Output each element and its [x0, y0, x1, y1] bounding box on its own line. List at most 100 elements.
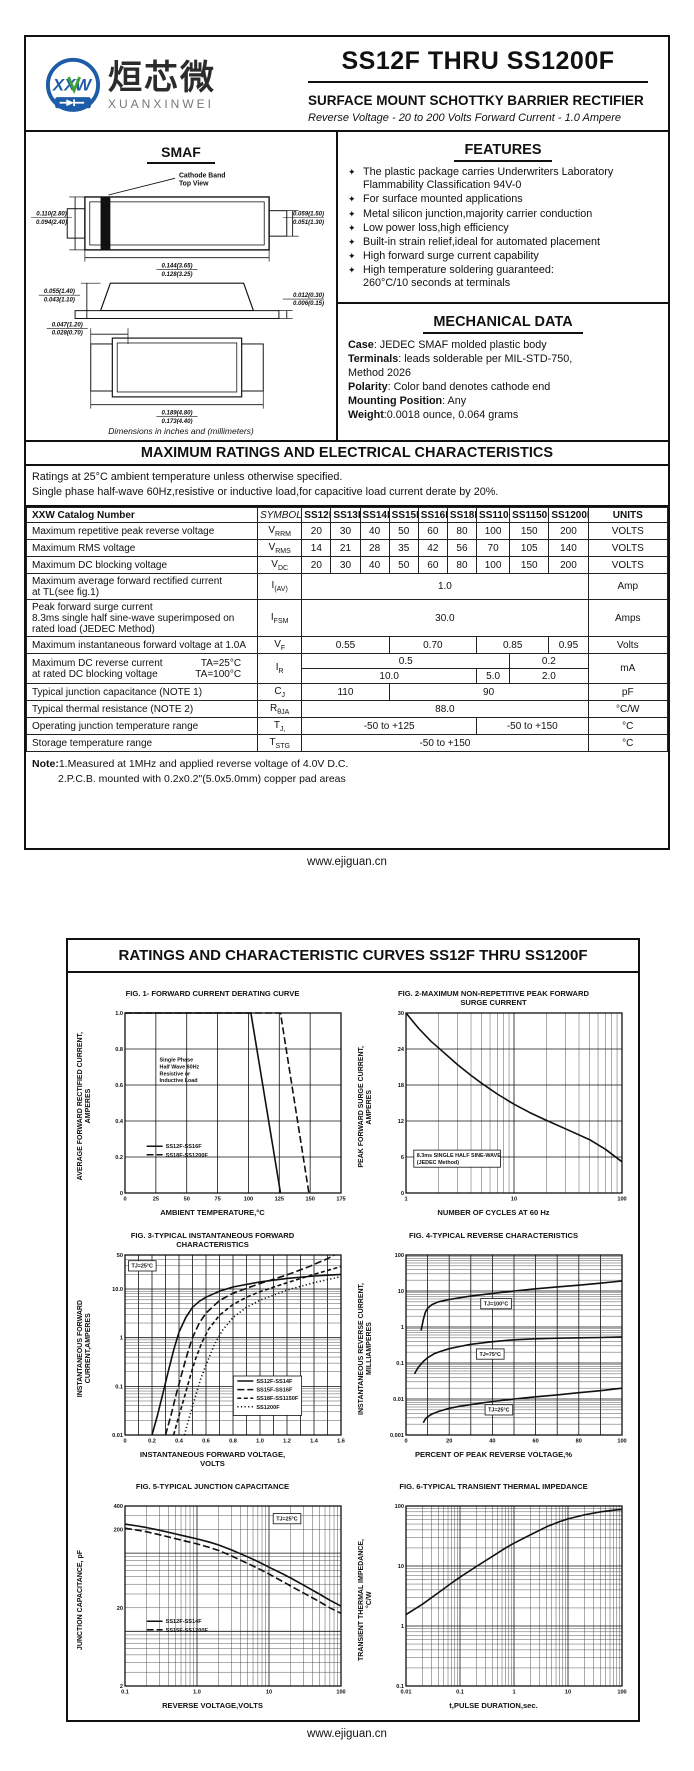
svg-text:20: 20: [116, 1606, 122, 1612]
value-cell: 14: [301, 539, 332, 558]
svg-text:1.4: 1.4: [310, 1438, 319, 1444]
series-SS18F-SS1150F: [172, 1265, 341, 1435]
svg-text:1: 1: [400, 1325, 403, 1331]
value-cell: 0.95: [548, 636, 589, 655]
value-cell: 30: [330, 522, 361, 541]
brand-name-en: XUANXINWEI: [108, 97, 215, 111]
svg-text:25: 25: [152, 1196, 158, 1202]
page-title: SS12F THRU SS1200F: [341, 47, 615, 75]
unit-cell: °C/W: [587, 700, 669, 719]
svg-text:10: 10: [265, 1689, 271, 1695]
svg-text:0: 0: [400, 1191, 403, 1197]
chart-title: FIG. 6-TYPICAL TRANSIENT THERMAL IMPEDAN…: [399, 1481, 588, 1491]
features-list: ✦ The plastic package carries Underwriter…: [348, 166, 658, 291]
note-1: 1.Measured at 1MHz and applied reverse v…: [58, 758, 349, 771]
value-cell: 200: [548, 522, 589, 541]
symbol: TSTG: [257, 734, 303, 753]
svg-text:0.01: 0.01: [400, 1689, 411, 1695]
feature-item: ✦ Built-in strain relief,ideal for automa…: [348, 235, 601, 248]
symbol: CJ: [257, 683, 303, 702]
figure-fig2: FIG. 2-MAXIMUM NON-REPETITIVE PEAK FORWA…: [355, 989, 632, 1217]
series-SS12F-SS14F: [124, 1523, 341, 1607]
column-header: SS18F: [446, 507, 478, 524]
dimension-label: 0.012(0.30): [293, 293, 324, 299]
dimension-label: 0.128(3.25): [161, 272, 192, 278]
bullet-icon: ✦: [348, 167, 356, 177]
dimension-label: 0.028(0.70): [52, 331, 83, 337]
table-row: Operating junction temperature range TJ, -…: [25, 717, 669, 736]
svg-text:0.4: 0.4: [175, 1438, 184, 1444]
note-label: Note:: [32, 758, 59, 771]
table-row: Peak forward surge current 8.3ms single h…: [25, 599, 669, 638]
x-axis-label: NUMBER OF CYCLES AT 60 Hz: [437, 1207, 550, 1217]
chart-plot: 0.1 1.0 10 100 2 20 200 400 TJ=25°C SS12F-SS14F SS…: [113, 1504, 345, 1696]
bullet-icon: ✦: [348, 251, 356, 262]
svg-text:Single Phase: Single Phase: [159, 1057, 193, 1063]
column-header: SS110F: [476, 507, 511, 524]
svg-text:60: 60: [532, 1438, 538, 1444]
value-cell: 35: [388, 539, 419, 558]
parameter-label: Maximum DC blocking voltage: [25, 556, 259, 575]
svg-text:1.2: 1.2: [283, 1438, 291, 1444]
svg-text:0: 0: [123, 1196, 126, 1202]
svg-text:TJ=75°C: TJ=75°C: [479, 1352, 501, 1358]
table-notes: Note:1.Measured at 1MHz and applied reve…: [26, 752, 668, 847]
value-cell: -50 to +125: [301, 717, 478, 736]
package-drawing-panel: SMAF: [26, 132, 338, 440]
series-surge: [404, 1012, 622, 1163]
figures-grid: FIG. 1- FORWARD CURRENT DERATING CURVE AV…: [68, 973, 638, 1720]
svg-text:100: 100: [617, 1689, 626, 1695]
header: XXW 烜芯微 XUANXINWEI SS12F THRU SS1200F SU…: [26, 37, 668, 132]
dimension-label: 0.094(2.40): [36, 220, 67, 226]
parameter-label: Operating junction temperature range: [25, 717, 259, 736]
chart-title: FIG. 3-TYPICAL INSTANTANEOUS FORWARD CHA…: [130, 1230, 295, 1249]
column-header: SS13F: [330, 507, 361, 524]
unit-cell: °C: [587, 717, 669, 736]
mechanical-rows: Case: JEDEC SMAF molded plastic body Term…: [348, 338, 658, 422]
column-header: SS12F: [301, 507, 332, 524]
unit-cell: Volts: [587, 636, 669, 655]
chart-title: FIG. 1- FORWARD CURRENT DERATING CURVE: [125, 988, 300, 998]
value-cell: 0.55: [301, 636, 390, 655]
svg-text:20: 20: [446, 1438, 452, 1444]
svg-text:18: 18: [397, 1083, 403, 1089]
value-cell: 200: [548, 556, 589, 575]
note-2: 2.P.C.B. mounted with 0.2x0.2"(5.0x5.0mm…: [58, 773, 346, 786]
svg-text:0.2: 0.2: [115, 1155, 123, 1161]
table-row: Maximum average forward rectified curren…: [25, 573, 669, 601]
svg-text:0.1: 0.1: [396, 1684, 404, 1690]
svg-text:SS15F-SS16F: SS15F-SS16F: [256, 1387, 293, 1393]
svg-text:TJ=25°C: TJ=25°C: [131, 1263, 153, 1269]
svg-text:0: 0: [404, 1438, 407, 1444]
parameter-label: Maximum RMS voltage: [25, 539, 259, 558]
bullet-icon: ✦: [348, 208, 356, 219]
table-row: Maximum DC reverse current TA=25°C at rate…: [25, 653, 669, 685]
svg-text:TJ=100°C: TJ=100°C: [483, 1301, 508, 1307]
value-cell: 2.0: [509, 668, 589, 685]
symbol: TJ,: [257, 717, 303, 736]
svg-text:SS18F-SS1200F: SS18F-SS1200F: [165, 1152, 208, 1158]
symbol: IFSM: [257, 599, 303, 638]
svg-text:SS18F-SS1150F: SS18F-SS1150F: [256, 1396, 299, 1402]
value-cell: 0.85: [476, 636, 550, 655]
feature-item: ✦ Metal silicon junction,majority carrier…: [348, 207, 593, 220]
svg-text:100: 100: [336, 1689, 345, 1695]
svg-text:Inductive Load: Inductive Load: [159, 1078, 197, 1084]
svg-text:0.1: 0.1: [456, 1689, 464, 1695]
y-axis-label: AVERAGE FORWARD RECTIFIED CURRENT, AMPER…: [76, 1032, 92, 1181]
figure-fig1: FIG. 1- FORWARD CURRENT DERATING CURVE AV…: [74, 989, 351, 1217]
svg-text:50: 50: [116, 1253, 122, 1259]
svg-text:0.1: 0.1: [396, 1361, 404, 1367]
unit-cell: pF: [587, 683, 669, 702]
svg-text:0.1: 0.1: [115, 1384, 123, 1390]
column-header: UNITS: [587, 507, 669, 524]
svg-text:2: 2: [119, 1684, 122, 1690]
svg-text:100: 100: [617, 1438, 626, 1444]
series-SS12F-SS14F: [150, 1273, 341, 1435]
feature-item: ✦ Low power loss,high efficiency: [348, 221, 509, 234]
value-cell: 40: [359, 522, 390, 541]
footer-url-2: www.ejiguan.cn: [307, 1728, 387, 1740]
svg-text:100: 100: [394, 1504, 403, 1510]
y-axis-label: TRANSIENT THERMAL IMPEDANCE, °C/W: [357, 1538, 373, 1661]
